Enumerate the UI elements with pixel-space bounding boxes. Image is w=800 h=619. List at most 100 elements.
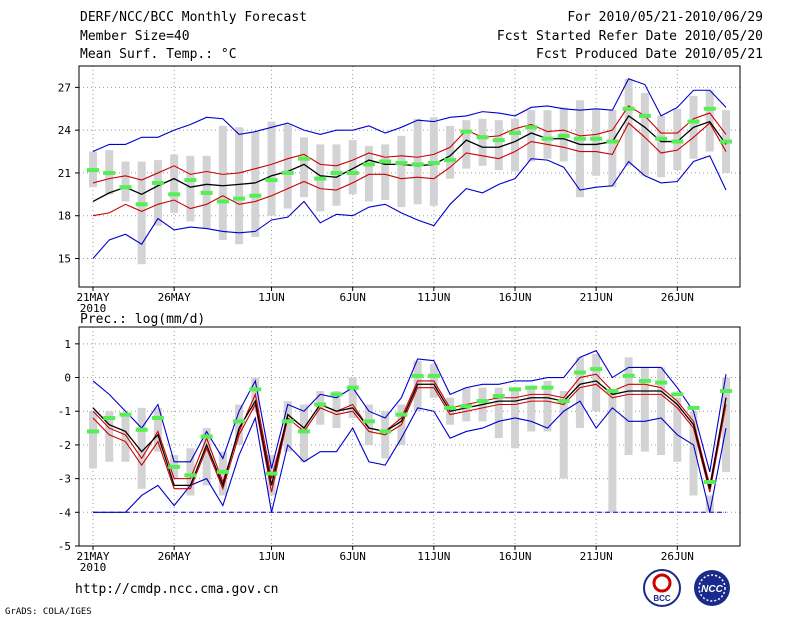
prec-xtick-label: 11JUN — [417, 550, 450, 563]
temp-control-mark — [573, 136, 586, 141]
prec-control-mark — [444, 405, 457, 410]
temp-control-mark — [200, 190, 213, 195]
prec-box — [332, 391, 341, 429]
prec-control-mark — [492, 394, 505, 399]
temp-max-line — [92, 155, 727, 259]
prec-box — [105, 411, 114, 462]
temp-box — [413, 118, 422, 205]
prec-box — [559, 391, 568, 479]
prec-xtick-label: 16JUN — [498, 550, 531, 563]
temp-box — [608, 110, 617, 188]
prec-max-line — [92, 349, 727, 473]
temp-box — [446, 125, 455, 179]
temp-control-mark — [168, 192, 181, 197]
temp-p25-line — [92, 105, 727, 184]
temp-box — [592, 108, 601, 176]
temp-xtick-label: 16JUN — [498, 291, 531, 304]
temp-box — [348, 140, 357, 195]
prec-control-mark — [606, 389, 619, 394]
prec-box — [592, 353, 601, 412]
prec-control-mark — [281, 419, 294, 424]
temp-control-mark — [362, 162, 375, 167]
member-size: Member Size=40 — [80, 29, 190, 44]
bcc-logo-text: BCC — [653, 594, 671, 603]
prec-control-mark — [87, 429, 99, 434]
temp-control-mark — [460, 129, 473, 134]
prec-control-mark — [476, 399, 489, 404]
source-url[interactable]: http://cmdp.ncc.cma.gov.cn — [75, 582, 279, 597]
prec-control-mark — [103, 415, 116, 420]
prec-xtick-label: 1JUN — [258, 550, 285, 563]
prec-control-mark — [687, 405, 700, 410]
prec-control-mark — [557, 399, 570, 404]
forecast-period: For 2010/05/21-2010/06/29 — [567, 10, 763, 25]
prec-xtick-label: 21JUN — [580, 550, 613, 563]
prec-box — [543, 380, 552, 432]
prec-control-mark — [362, 419, 375, 424]
prec-box — [121, 414, 130, 462]
prec-control-mark — [427, 373, 440, 378]
temp-box — [511, 118, 519, 172]
prec-box — [494, 387, 503, 439]
chart-title: DERF/NCC/BCC Monthly Forecast — [80, 10, 307, 25]
temp-box — [494, 120, 503, 171]
temp-box — [235, 127, 244, 245]
temp-p75-line — [92, 122, 727, 217]
temp-control-mark — [330, 170, 343, 175]
temp-control-mark — [687, 119, 700, 124]
temp-ytick-label: 24 — [58, 124, 72, 137]
prec-control-mark — [265, 471, 278, 476]
prec-ytick-label: 1 — [64, 338, 71, 351]
temp-control-mark — [541, 136, 554, 141]
prec-control-mark — [590, 367, 603, 372]
prec-control-mark — [655, 380, 668, 385]
prec-box — [673, 397, 682, 462]
prec-box — [235, 404, 244, 445]
temp-box — [218, 125, 227, 240]
variable-label: Mean Surf. Temp.: °C — [80, 47, 237, 62]
prec-control-mark — [395, 412, 408, 417]
temp-control-mark — [233, 196, 246, 201]
prec-box — [608, 391, 617, 513]
prec-control-mark — [638, 378, 651, 383]
ncc-logo-text: NCC — [701, 584, 723, 595]
prec-box — [153, 407, 162, 452]
prec-control-mark — [346, 385, 359, 390]
temp-box — [267, 121, 276, 216]
prec-control-mark — [525, 385, 538, 390]
temp-box — [137, 161, 146, 265]
prec-control-mark — [460, 404, 473, 409]
temp-xtick-label: 6JUN — [339, 291, 366, 304]
prec-ytick-label: -2 — [58, 439, 71, 452]
prec-box — [89, 411, 97, 469]
prec-ytick-label: -5 — [58, 540, 71, 553]
prec-box — [413, 360, 422, 412]
temp-xtick-label: 26JUN — [661, 291, 694, 304]
temp-control-mark — [379, 159, 392, 164]
temp-box — [575, 100, 584, 198]
prec-box — [202, 428, 211, 486]
temp-box — [478, 118, 487, 166]
prec-xtick-label: 26JUN — [661, 550, 694, 563]
temp-box — [300, 137, 308, 198]
temp-box — [657, 115, 666, 178]
prec-box — [186, 448, 195, 496]
prec-box — [137, 407, 146, 489]
temp-ytick-label: 21 — [58, 167, 71, 180]
prec-control-mark — [573, 370, 586, 375]
temp-box — [251, 131, 260, 238]
prec-xtick-year: 2010 — [80, 561, 107, 574]
temp-control-mark — [509, 131, 521, 136]
prec-control-mark — [314, 402, 327, 407]
prec-box — [722, 377, 730, 472]
temp-control-mark — [151, 180, 164, 185]
prec-control-mark — [233, 419, 246, 424]
prec-control-mark — [135, 427, 148, 432]
temp-control-mark — [298, 156, 310, 161]
prec-box — [348, 377, 357, 418]
temp-box — [381, 144, 390, 201]
temp-control-mark — [622, 106, 635, 111]
temp-control-mark — [606, 139, 619, 144]
